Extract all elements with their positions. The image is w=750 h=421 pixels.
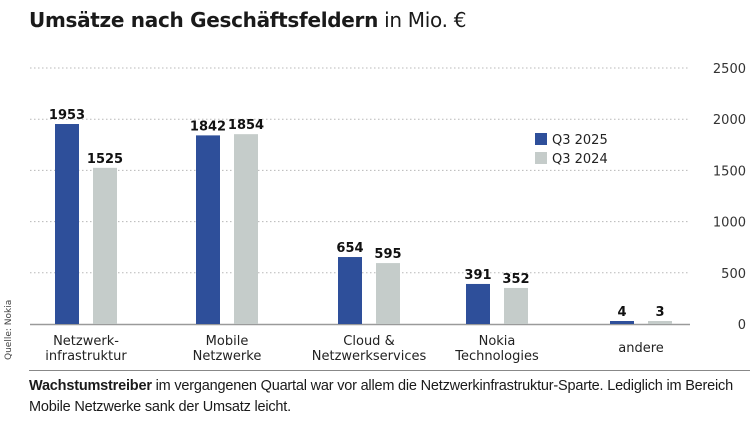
bar-q3-2024 [504,287,528,324]
legend-label: Q3 2025 [552,133,608,148]
x-category-label: Cloud & [343,334,394,349]
y-tick-label: 1000 [713,216,746,231]
caption-divider [29,370,750,371]
data-label: 1854 [228,118,264,133]
y-tick-label: 1500 [713,164,746,179]
data-label: 352 [502,272,529,287]
data-label: 391 [464,268,491,283]
bar-q3-2025 [466,283,490,324]
data-label: 1842 [190,119,226,134]
bar-q3-2025 [55,124,79,324]
bar-q3-2025 [338,257,362,324]
y-tick-label: 0 [738,318,746,333]
bar-q3-2024 [648,321,672,324]
caption: Wachstumstreiber im vergangenen Quartal … [29,376,749,418]
x-category-label: Nokia [479,334,516,349]
y-tick-label: 2500 [713,62,746,77]
source-note: Quelle: Nokia [4,299,14,360]
x-category-label: Netzwerk- [53,334,119,349]
x-category-label: Netzwerkservices [312,349,427,364]
caption-lead: Wachstumstreiber [29,378,152,394]
bar-q3-2025 [196,135,220,324]
chart-title: Umsätze nach Geschäftsfeldern in Mio. € [29,8,466,32]
x-category-label: andere [618,341,664,356]
legend-swatch-q3-2024 [535,152,547,164]
chart-title-unit: in Mio. € [384,8,467,32]
data-label: 4 [617,305,626,320]
x-category-label: infrastruktur [45,349,127,364]
x-category-label: Technologies [454,349,539,364]
bar-q3-2024 [376,263,400,324]
data-label: 654 [336,241,363,256]
chart-title-main: Umsätze nach Geschäftsfeldern [29,8,379,32]
legend-label: Q3 2024 [552,152,608,167]
data-label: 1525 [87,152,123,167]
caption-text: im vergangenen Quartal war vor allem die… [29,378,733,415]
x-category-label: Netzwerke [193,349,262,364]
bar-q3-2024 [234,134,258,324]
bar-chart: 0 500 1000 1500 2000 2500 1953 1842 654 391 4 1525 1… [30,62,746,364]
data-label: 3 [655,305,664,320]
legend-swatch-q3-2025 [535,133,547,145]
bar-q3-2025 [610,321,634,324]
data-label: 1953 [49,108,85,123]
bar-q3-2024 [93,167,117,324]
data-label: 595 [374,247,401,262]
y-tick-label: 2000 [713,113,746,128]
y-tick-label: 500 [721,267,746,282]
x-category-label: Mobile [206,334,249,349]
